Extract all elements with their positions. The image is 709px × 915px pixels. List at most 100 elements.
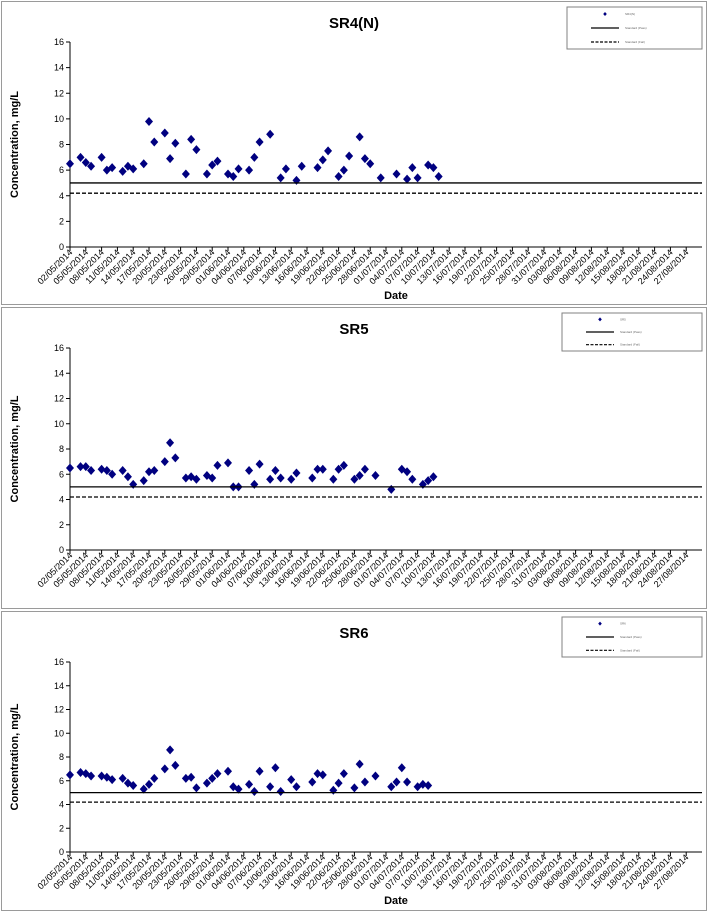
data-point — [408, 163, 417, 173]
data-point — [355, 759, 364, 769]
legend-label: Standard (Fail) — [620, 343, 640, 347]
y-tick-label: 16 — [54, 343, 64, 353]
x-axis-label: Date — [384, 895, 408, 907]
data-point — [271, 763, 280, 773]
data-point — [160, 764, 169, 774]
y-tick-label: 0 — [59, 545, 64, 555]
data-point — [287, 775, 296, 785]
data-point — [208, 773, 217, 783]
data-point — [397, 464, 406, 474]
data-point — [255, 766, 264, 776]
data-point — [292, 782, 301, 792]
data-point — [76, 462, 85, 472]
data-point — [202, 169, 211, 179]
data-point — [355, 471, 364, 481]
data-point — [424, 781, 433, 790]
data-point — [387, 782, 396, 792]
data-point — [360, 464, 369, 474]
data-point — [434, 172, 443, 182]
data-point — [308, 473, 317, 483]
y-axis-label: Concentration, mg/L — [9, 91, 21, 198]
data-point — [234, 784, 243, 794]
data-point — [97, 152, 106, 162]
legend-box — [561, 312, 703, 352]
data-point — [229, 172, 238, 182]
data-point — [213, 460, 222, 470]
data-point — [360, 777, 369, 787]
data-point — [150, 465, 159, 475]
data-point — [371, 771, 380, 781]
data-point — [418, 779, 427, 789]
data-point — [245, 165, 254, 175]
chart-title: SR4(N) — [329, 15, 379, 32]
legend-label: Standard (Pass) — [620, 635, 642, 639]
y-tick-label: 8 — [59, 140, 64, 150]
legend-label: SR5 — [620, 317, 626, 321]
data-point — [145, 467, 153, 477]
legend-box — [566, 6, 703, 50]
y-tick-label: 2 — [59, 216, 64, 226]
legend-marker — [598, 317, 602, 322]
data-point — [255, 459, 264, 469]
y-tick-label: 8 — [59, 752, 64, 762]
data-point — [339, 460, 348, 470]
data-point — [208, 160, 217, 170]
y-tick-label: 10 — [54, 114, 64, 124]
legend-label: Standard (Pass) — [625, 26, 647, 30]
data-point — [250, 152, 259, 162]
data-point — [108, 163, 117, 173]
data-point — [324, 146, 333, 156]
data-point — [334, 172, 343, 182]
data-point — [403, 467, 412, 477]
y-tick-label: 14 — [54, 63, 64, 73]
data-point — [102, 465, 111, 475]
data-point — [171, 453, 180, 463]
y-tick-label: 6 — [59, 165, 64, 175]
data-point — [118, 166, 127, 176]
data-point — [171, 760, 180, 770]
data-point — [376, 173, 385, 183]
data-point — [276, 786, 285, 796]
data-point — [87, 161, 96, 171]
legend-marker — [603, 12, 607, 16]
data-point — [139, 476, 148, 486]
data-point — [350, 474, 359, 484]
data-point — [355, 132, 364, 142]
data-point — [87, 465, 96, 475]
data-point — [160, 128, 169, 138]
data-point — [192, 145, 201, 155]
legend-label: Standard (Pass) — [620, 330, 642, 334]
data-point — [250, 786, 259, 796]
data-point — [181, 773, 190, 783]
y-tick-label: 0 — [59, 847, 64, 857]
data-point — [76, 767, 85, 777]
data-point — [108, 469, 117, 479]
data-point — [403, 777, 412, 787]
data-point — [255, 137, 264, 147]
y-tick-label: 0 — [59, 242, 64, 252]
data-point — [281, 164, 290, 174]
data-point — [308, 777, 317, 787]
data-point — [266, 129, 275, 139]
y-tick-label: 2 — [59, 520, 64, 530]
data-point — [360, 154, 369, 164]
data-point — [213, 769, 222, 779]
data-point — [292, 468, 301, 478]
data-point — [208, 473, 217, 483]
data-point — [318, 770, 327, 780]
chart-sr5-svg: SR5024681012141602/05/201405/05/201408/0… — [9, 312, 703, 589]
data-point — [318, 155, 327, 165]
data-point — [276, 473, 285, 483]
data-point — [76, 152, 85, 162]
data-point — [397, 763, 406, 773]
y-tick-label: 2 — [59, 823, 64, 833]
data-point — [81, 157, 90, 167]
legend-label: Standard (Fail) — [625, 40, 645, 44]
data-point — [66, 463, 74, 473]
chart-legend: SR5 Standard (Pass) Standard (Fail) — [561, 312, 703, 352]
y-tick-label: 10 — [54, 419, 64, 429]
data-point — [271, 465, 280, 475]
data-point — [81, 462, 90, 472]
data-point — [108, 775, 117, 785]
y-tick-label: 6 — [59, 469, 64, 479]
